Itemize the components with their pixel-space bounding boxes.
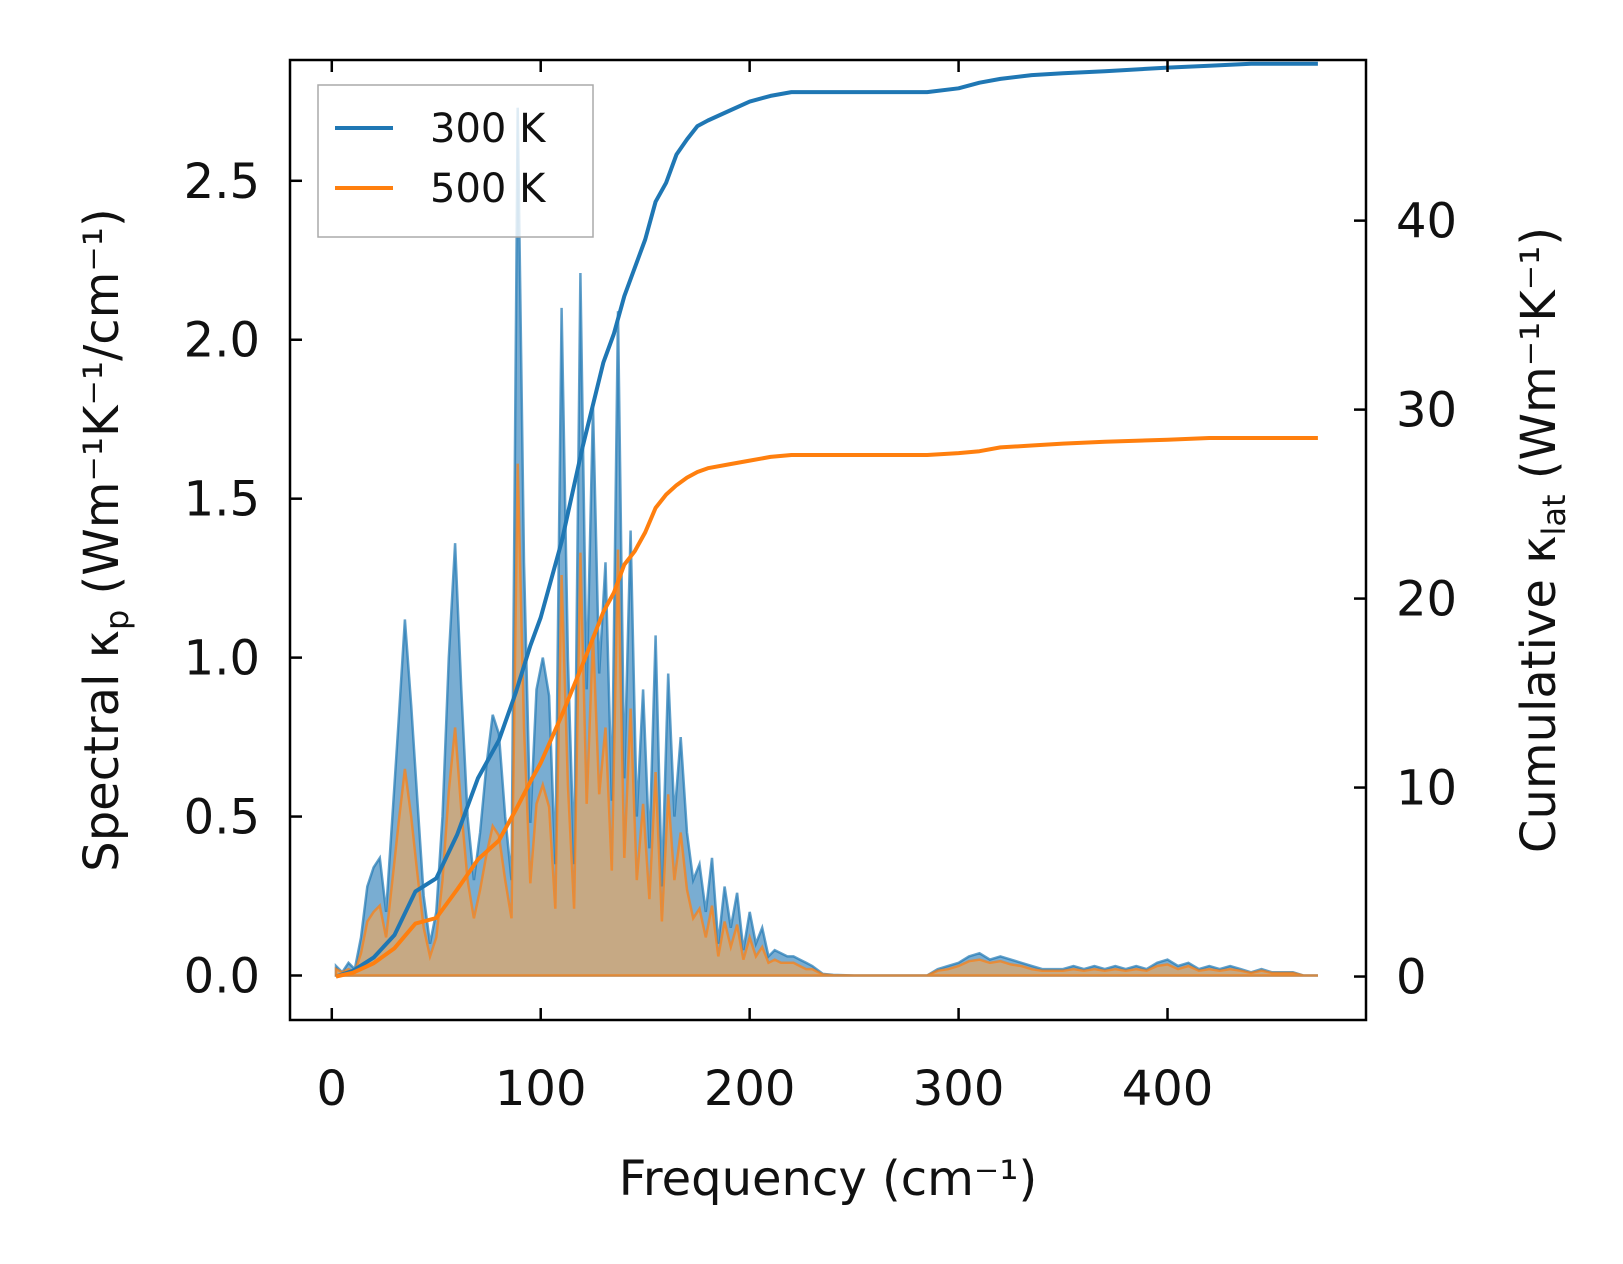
left-y-label-subscript: p	[98, 610, 136, 630]
x-axis-label: Frequency (cm⁻¹)	[619, 1151, 1037, 1207]
cumulative-line-500k	[335, 436, 1318, 979]
x-tick-label: 200	[704, 1061, 796, 1117]
x-tick-label: 100	[495, 1061, 587, 1117]
right-y-label-suffix: (Wm⁻¹K⁻¹)	[1511, 227, 1567, 495]
x-tick-label: 400	[1122, 1061, 1214, 1117]
left-y-label-suffix: (Wm⁻¹K⁻¹/cm⁻¹)	[74, 208, 130, 609]
left-y-tick-label: 0.5	[184, 790, 260, 846]
left-y-tick-label: 2.5	[184, 154, 260, 210]
left-y-tick-label: 0.0	[184, 948, 260, 1004]
x-tick-label: 300	[913, 1061, 1005, 1117]
right-y-label-prefix: Cumulative κ	[1511, 536, 1567, 854]
left-y-axis-label: Spectral κp (Wm⁻¹K⁻¹/cm⁻¹)	[74, 208, 136, 872]
plot-frame	[288, 58, 1368, 1022]
right-y-tick-label: 10	[1396, 761, 1457, 817]
right-y-tick-label: 30	[1396, 383, 1457, 439]
left-y-tick-label: 1.0	[184, 631, 260, 687]
legend-label-500k: 500 K	[430, 166, 547, 212]
series-line-layer	[335, 61, 1318, 979]
left-y-tick-label: 2.0	[184, 313, 260, 369]
right-y-axis-label: Cumulative κlat (Wm⁻¹K⁻¹)	[1511, 227, 1573, 853]
right-y-tick-label: 20	[1396, 572, 1457, 628]
right-y-label-subscript: lat	[1535, 495, 1573, 536]
spectral-area-500k	[334, 463, 1319, 977]
legend: 300 K 500 K	[317, 84, 594, 238]
legend-box	[317, 84, 594, 238]
legend-label-300k: 300 K	[430, 106, 547, 152]
left-y-label-prefix: Spectral κ	[74, 630, 130, 872]
right-y-tick-label: 40	[1396, 194, 1457, 250]
spectral-fill-layer	[334, 107, 1319, 977]
cumulative-line-300k	[335, 61, 1318, 979]
x-tick-label: 0	[317, 1061, 348, 1117]
left-y-tick-label: 1.5	[184, 472, 260, 528]
spectral-area-300k	[334, 107, 1319, 977]
right-y-tick-label: 0	[1396, 950, 1427, 1006]
tick-layer: 0 100 200 300 400 0.0 0.5 1.0 1.5 2.0 2.5 0 10 20 30 40	[184, 60, 1457, 1117]
